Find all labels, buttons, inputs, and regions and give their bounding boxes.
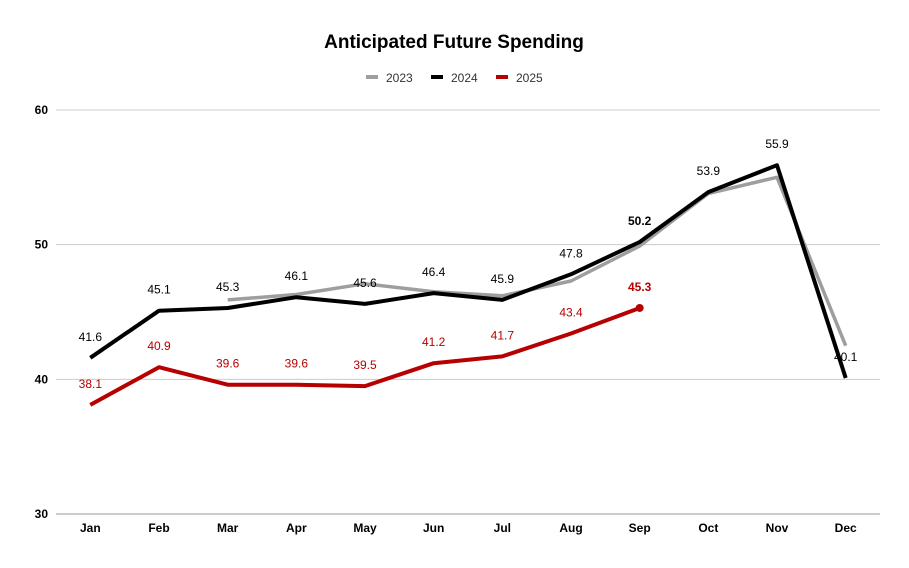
data-label-2024: 45.6 [353,276,377,290]
legend-label-2025: 2025 [516,71,543,85]
y-tick-label: 50 [35,238,49,252]
data-label-2024: 45.3 [216,280,240,294]
data-label-2025: 40.9 [147,339,171,353]
line-chart: Anticipated Future Spending 2023 2024 2025… [0,0,909,563]
data-label-2025: 45.3 [628,280,652,294]
x-tick-label: Feb [148,521,169,535]
legend: 2023 2024 2025 [366,71,543,85]
data-label-2025: 39.5 [353,358,377,372]
data-label-2024: 45.1 [147,283,171,297]
x-tick-label: Sep [629,521,651,535]
data-label-2024: 45.9 [491,272,515,286]
x-tick-label: Aug [559,521,582,535]
x-tick-label: Jan [80,521,101,535]
data-label-2025: 43.4 [559,306,583,320]
y-axis: 30 40 50 60 [35,103,49,521]
gridlines [56,110,880,514]
series-line-2025 [90,308,639,405]
data-label-2025: 39.6 [216,357,240,371]
data-label-2025: 41.7 [491,328,515,342]
data-label-2024: 47.8 [559,246,583,260]
data-label-2024: 55.9 [765,137,789,151]
x-tick-label: Oct [698,521,718,535]
data-label-2024: 46.4 [422,265,446,279]
data-label-2025: 38.1 [79,377,103,391]
chart-title: Anticipated Future Spending [324,32,584,53]
series-lines [90,165,845,405]
x-tick-label: May [353,521,377,535]
data-label-2024: 40.1 [834,350,858,364]
x-tick-label: Nov [766,521,789,535]
series-end-marker-2025 [636,304,644,312]
data-label-2024: 53.9 [697,164,721,178]
x-tick-label: Jun [423,521,444,535]
x-tick-label: Apr [286,521,307,535]
data-label-2025: 41.2 [422,335,446,349]
data-label-2024: 41.6 [79,330,103,344]
x-tick-label: Jul [494,521,511,535]
legend-label-2023: 2023 [386,71,413,85]
data-labels: 41.6 45.1 45.3 46.1 45.6 46.4 45.9 47.8 50.2 53.9… [79,137,858,391]
series-line-2023 [228,177,846,345]
x-axis: Jan Feb Mar Apr May Jun Jul Aug Sep Oct Nov Dec [80,521,857,535]
y-tick-label: 60 [35,103,49,117]
y-tick-label: 30 [35,507,49,521]
data-label-2024: 50.2 [628,214,652,228]
series-line-2024 [90,165,845,378]
chart-container: Anticipated Future Spending 2023 2024 2025… [0,0,909,563]
data-label-2024: 46.1 [285,269,309,283]
x-tick-label: Dec [835,521,857,535]
legend-label-2024: 2024 [451,71,478,85]
y-tick-label: 40 [35,372,49,386]
x-tick-label: Mar [217,521,239,535]
data-label-2025: 39.6 [285,357,309,371]
